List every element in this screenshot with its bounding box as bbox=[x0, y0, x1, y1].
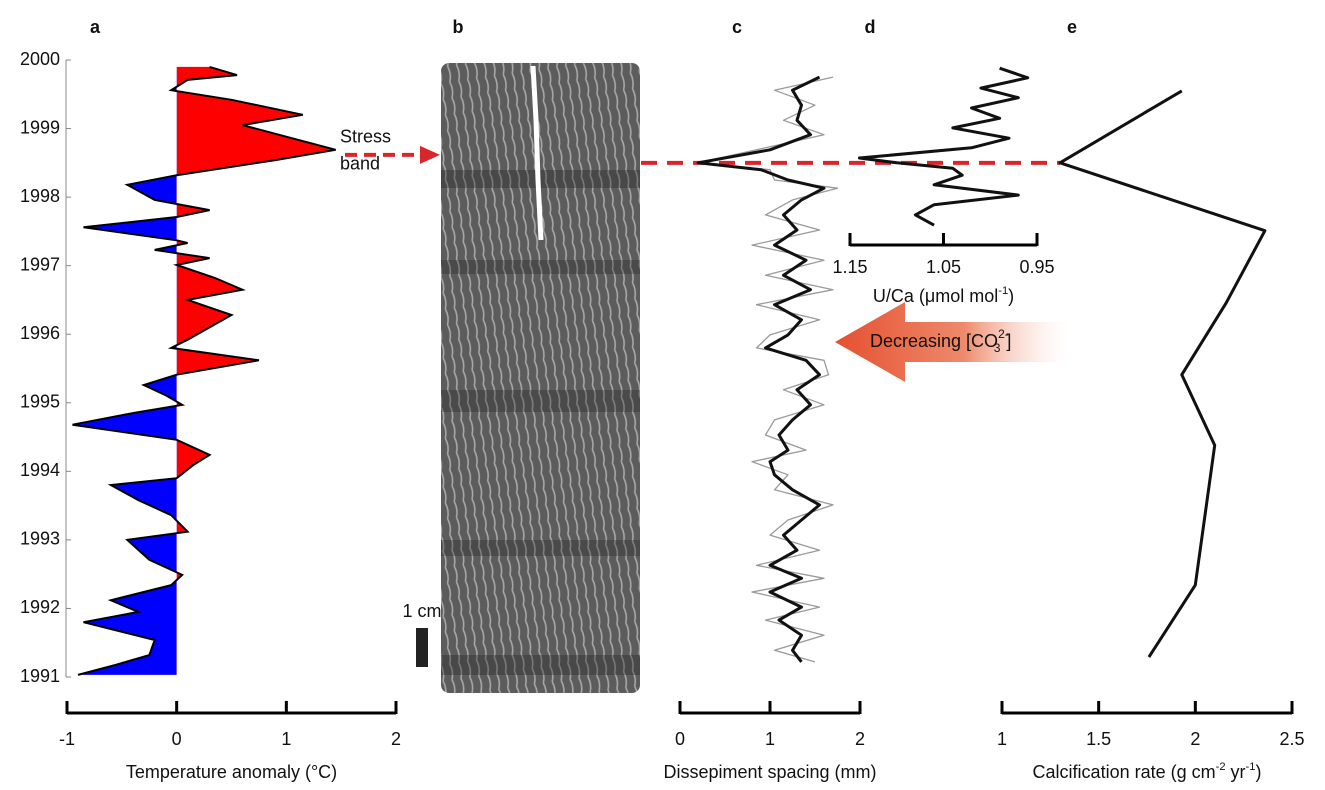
y-tick-label: 1997 bbox=[20, 254, 60, 274]
series-line bbox=[696, 75, 826, 663]
coral-crack bbox=[530, 65, 544, 241]
text-part: ) bbox=[1008, 286, 1014, 306]
y-tick-label: 1996 bbox=[20, 323, 60, 343]
x-tick-label: 2 bbox=[855, 729, 865, 749]
coral-slab bbox=[441, 63, 640, 693]
coral-image bbox=[416, 63, 640, 693]
scale-bar bbox=[416, 628, 428, 667]
annotation: Stress bbox=[340, 127, 391, 147]
series-line bbox=[697, 76, 839, 663]
panel-label: e bbox=[1067, 17, 1077, 37]
x-tick-label: -1 bbox=[59, 729, 75, 749]
subscript: 3 bbox=[994, 341, 1001, 355]
y-tick-label: 1998 bbox=[20, 186, 60, 206]
positive-area bbox=[176, 66, 336, 675]
superscript: -1 bbox=[1246, 761, 1256, 773]
text-part: yr bbox=[1226, 762, 1246, 782]
scale-label: 1 cm bbox=[402, 601, 441, 621]
panel-label: a bbox=[90, 17, 101, 37]
axis-title: U/Ca (μmol mol-1) bbox=[873, 285, 1014, 306]
decreasing-arrow bbox=[835, 302, 1070, 382]
y-tick-label: 1991 bbox=[20, 666, 60, 686]
series-line bbox=[1058, 89, 1267, 658]
series-line bbox=[857, 66, 1030, 227]
x-tick-label: 1 bbox=[997, 729, 1007, 749]
annotation: band bbox=[340, 154, 380, 174]
y-tick-label: 1995 bbox=[20, 392, 60, 412]
text-part: Decreasing [CO bbox=[870, 331, 998, 351]
coral-band bbox=[441, 260, 640, 274]
text-part: ] bbox=[1006, 331, 1011, 351]
x-tick-label: 1.05 bbox=[926, 257, 961, 277]
y-tick-label: 1994 bbox=[20, 460, 60, 480]
coral-band bbox=[441, 540, 640, 556]
superscript: -1 bbox=[998, 285, 1008, 297]
x-tick-label: 1 bbox=[281, 729, 291, 749]
text-part: U/Ca (μmol mol bbox=[873, 286, 998, 306]
axis-title: Dissepiment spacing (mm) bbox=[663, 762, 876, 782]
axis-title: Temperature anomaly (°C) bbox=[126, 762, 337, 782]
text-part: Temperature anomaly (°C) bbox=[126, 762, 337, 782]
panel-label: b bbox=[453, 17, 464, 37]
coral-band bbox=[441, 655, 640, 675]
coral-band bbox=[441, 390, 640, 412]
y-tick-label: 1992 bbox=[20, 597, 60, 617]
x-tick-label: 2.5 bbox=[1279, 729, 1304, 749]
x-tick-label: 0.95 bbox=[1019, 257, 1054, 277]
x-tick-label: 1.15 bbox=[832, 257, 867, 277]
coral-band bbox=[441, 170, 640, 188]
panel-label: d bbox=[865, 17, 876, 37]
text-part: Calcification rate (g cm bbox=[1033, 762, 1216, 782]
y-tick-label: 2000 bbox=[20, 49, 60, 69]
panel-label: c bbox=[732, 17, 742, 37]
negative-area bbox=[72, 86, 177, 675]
text-part: Dissepiment spacing (mm) bbox=[663, 762, 876, 782]
x-tick-label: 2 bbox=[391, 729, 401, 749]
axis-title: Calcification rate (g cm-2 yr-1) bbox=[1033, 761, 1262, 782]
x-tick-label: 0 bbox=[172, 729, 182, 749]
y-tick-label: 1999 bbox=[20, 117, 60, 137]
x-tick-label: 1.5 bbox=[1086, 729, 1111, 749]
superscript: -2 bbox=[1216, 761, 1226, 773]
x-tick-label: 0 bbox=[675, 729, 685, 749]
annotation: Decreasing [CO2-3] bbox=[870, 327, 1011, 355]
x-tick-label: 1 bbox=[765, 729, 775, 749]
y-tick-label: 1993 bbox=[20, 529, 60, 549]
anomaly-line bbox=[72, 65, 336, 676]
superscript: 2- bbox=[998, 327, 1009, 341]
text-part: ) bbox=[1255, 762, 1261, 782]
arrow-head bbox=[420, 145, 440, 164]
x-tick-label: 2 bbox=[1190, 729, 1200, 749]
